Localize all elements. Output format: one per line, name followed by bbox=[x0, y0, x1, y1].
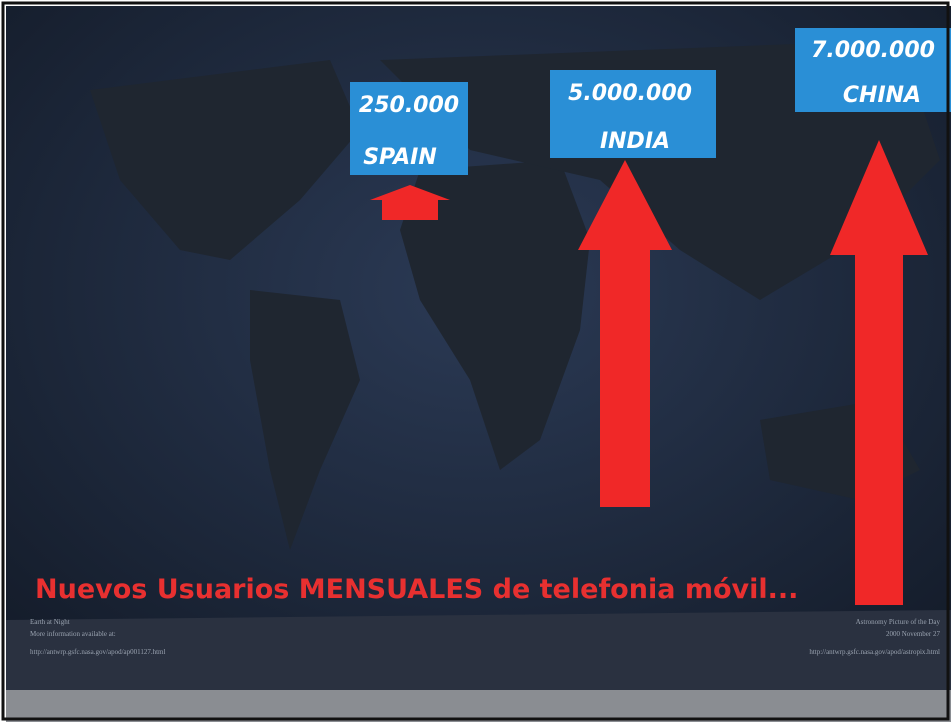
label-country: CHINA bbox=[843, 83, 921, 108]
credit-text: http://antwrp.gsfc.nasa.gov/apod/ap00112… bbox=[30, 648, 165, 656]
label-number: 250.000 bbox=[359, 93, 459, 118]
slide: 250.000 SPAIN 5.000.000 INDIA 7.000.000 … bbox=[0, 0, 951, 722]
label-number: 5.000.000 bbox=[568, 81, 692, 106]
footer-band bbox=[6, 690, 951, 722]
label-country: INDIA bbox=[600, 129, 670, 154]
headline: Nuevos Usuarios MENSUALES de telefonia m… bbox=[35, 574, 798, 605]
credit-text: 2000 November 27 bbox=[886, 630, 941, 638]
credit-text: More information available at: bbox=[30, 630, 116, 638]
credit-text: Earth at Night bbox=[30, 618, 70, 626]
credit-text: http://antwrp.gsfc.nasa.gov/apod/astropi… bbox=[809, 648, 940, 656]
page: 250.000 SPAIN 5.000.000 INDIA 7.000.000 … bbox=[0, 0, 951, 722]
credit-text: Astronomy Picture of the Day bbox=[856, 618, 941, 626]
label-number: 7.000.000 bbox=[811, 38, 935, 63]
label-country: SPAIN bbox=[363, 145, 437, 170]
